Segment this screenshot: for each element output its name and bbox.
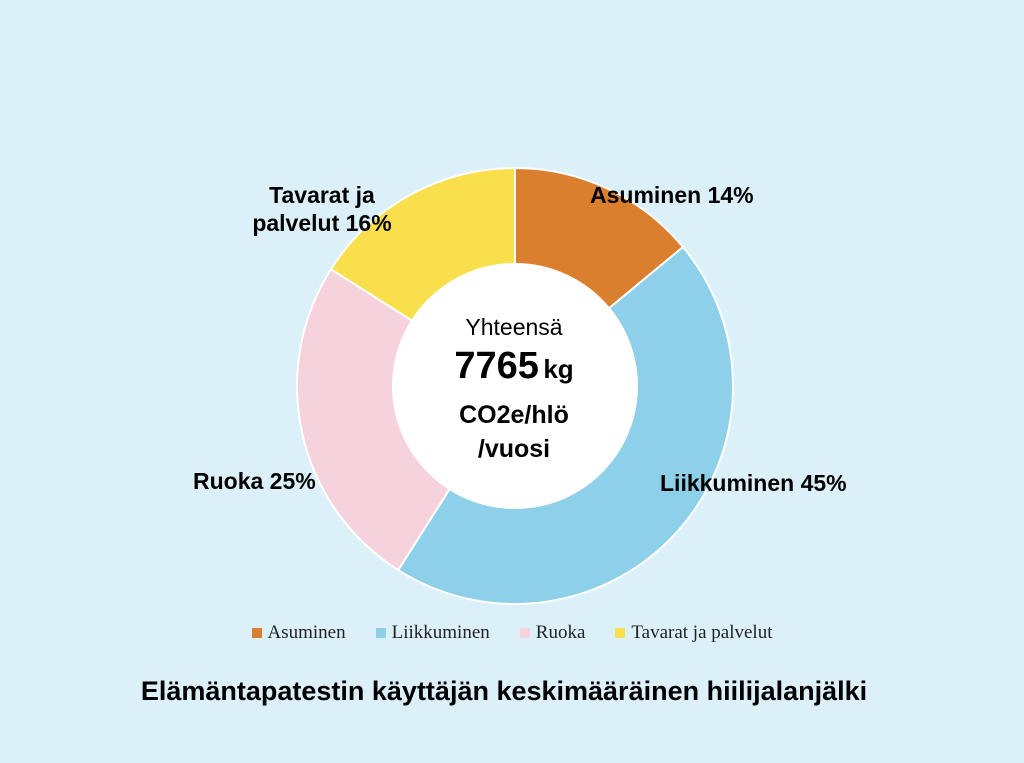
legend-swatch-asuminen <box>251 628 262 638</box>
legend-swatch-liikkuminen <box>375 628 386 638</box>
center-label: Yhteensä <box>465 314 563 340</box>
legend-swatch-tavarat <box>615 628 626 638</box>
chart-title: Elämäntapatestin käyttäjän keskimääräine… <box>140 676 868 706</box>
legend-item-liikkuminen: Liikkuminen <box>375 622 490 644</box>
slice-label-tavarat: Tavarat ja palvelut 16% <box>232 181 412 237</box>
legend-swatch-ruoka <box>519 628 530 638</box>
legend-item-tavarat: Tavarat ja palvelut <box>615 622 772 644</box>
legend-item-ruoka: Ruoka <box>519 622 586 644</box>
center-unit-line3: /vuosi <box>477 435 551 463</box>
slice-label-liikkuminen: Liikkuminen 45% <box>660 470 847 496</box>
chart-legend: Asuminen Liikkuminen Ruoka Tavarat ja pa… <box>0 622 1024 644</box>
center-value: 7765 <box>454 345 539 387</box>
donut-hole <box>393 264 637 508</box>
legend-item-asuminen: Asuminen <box>251 622 346 644</box>
legend-label-liikkuminen: Liikkuminen <box>391 622 490 643</box>
slice-label-tavarat-text: Tavarat ja palvelut 16% <box>252 182 392 236</box>
donut-center-text: Yhteensä 7765 kg CO2e/hlö /vuosi <box>414 312 614 466</box>
legend-label-ruoka: Ruoka <box>535 622 586 643</box>
center-unit-line2: CO2e/hlö <box>459 401 569 429</box>
legend-label-tavarat: Tavarat ja palvelut <box>631 622 773 643</box>
center-value-line: 7765 kg <box>414 342 614 398</box>
slice-label-asuminen: Asuminen 14% <box>590 182 754 208</box>
center-unit: kg <box>543 354 574 384</box>
slice-label-ruoka: Ruoka 25% <box>193 468 316 494</box>
legend-label-asuminen: Asuminen <box>267 622 346 643</box>
